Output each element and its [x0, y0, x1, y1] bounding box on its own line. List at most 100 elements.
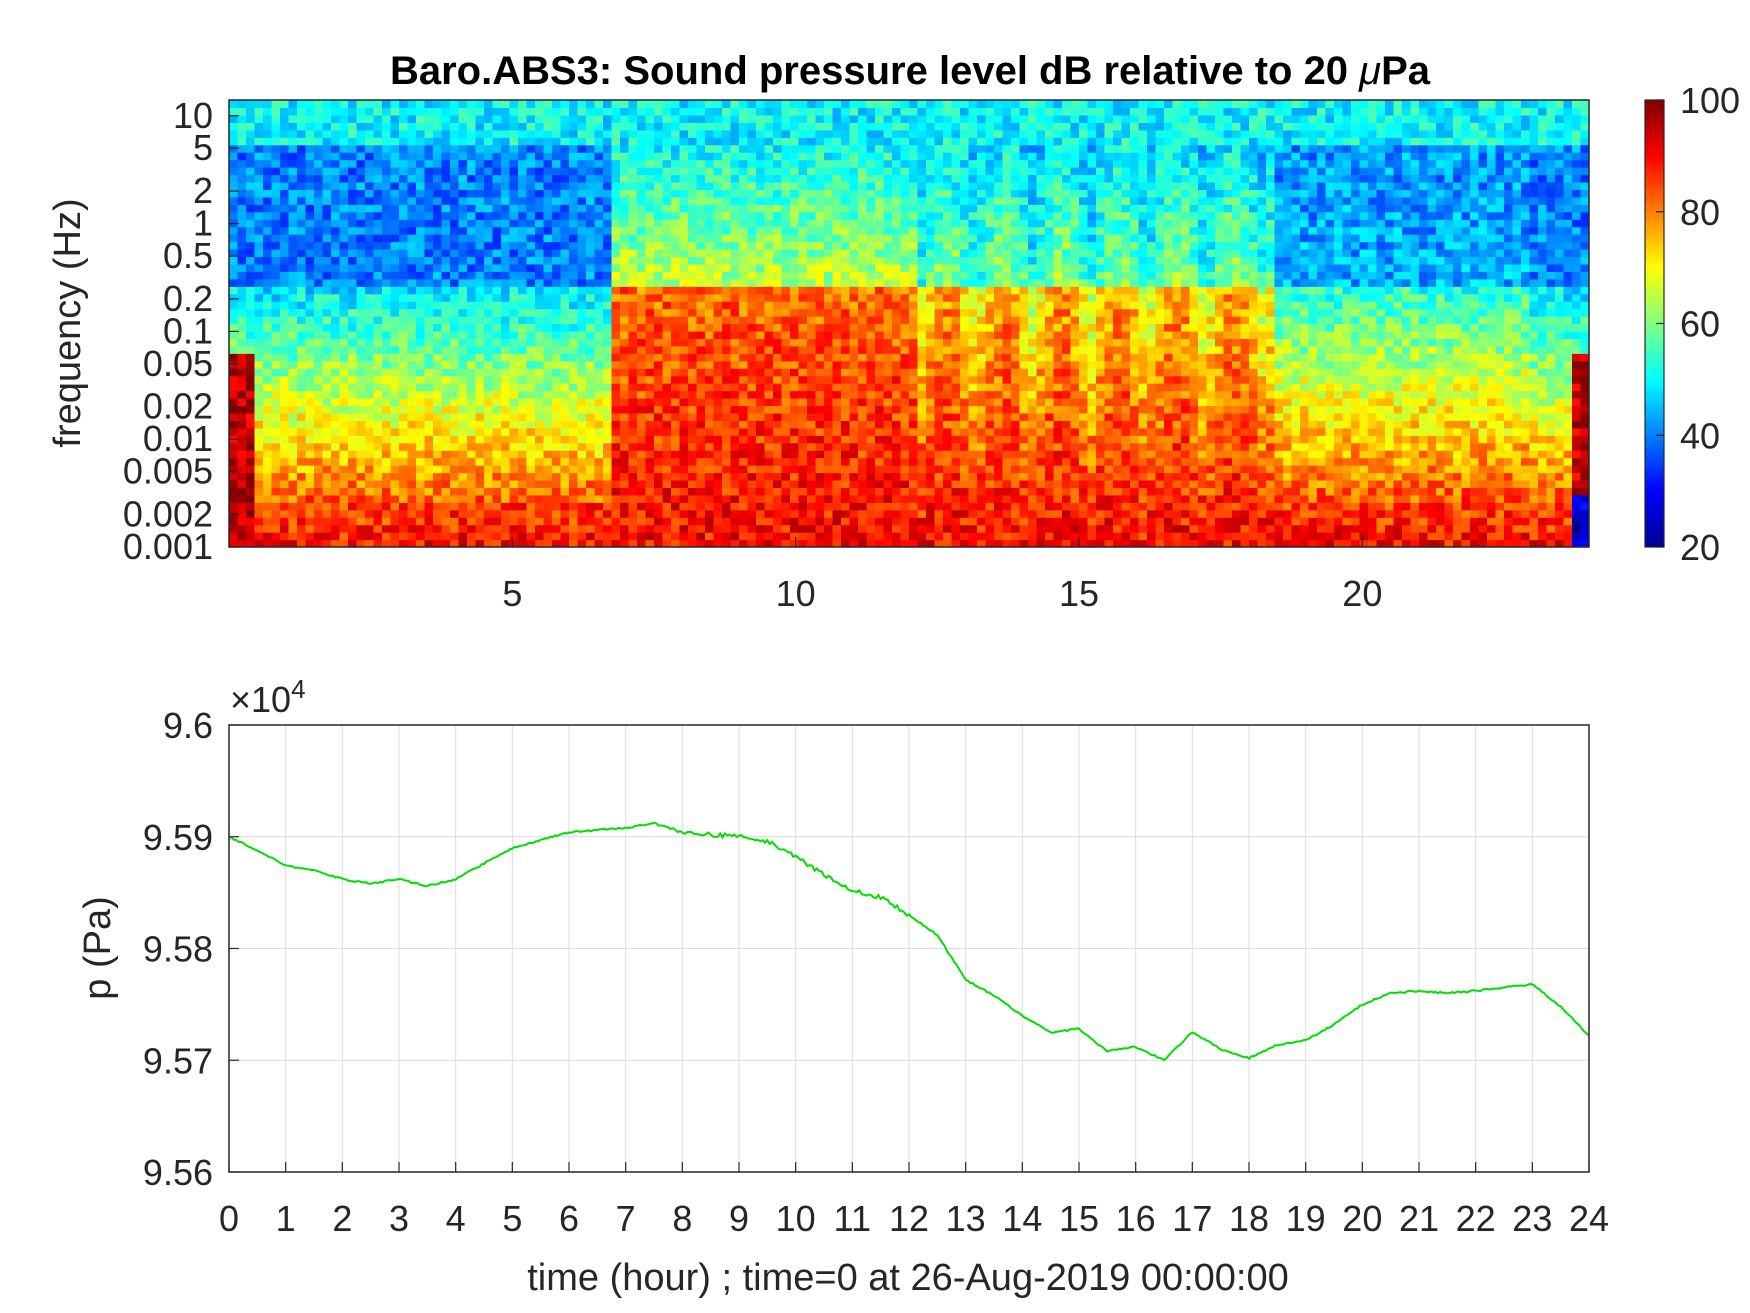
spectrogram-cell — [416, 219, 426, 228]
spectrogram-cell — [586, 137, 596, 146]
spectrogram-cell — [883, 323, 893, 332]
spectrogram-cell — [696, 137, 706, 146]
spectrogram-cell — [475, 323, 485, 332]
spectrogram-cell — [280, 465, 290, 474]
spectrogram-cell — [790, 353, 800, 362]
spectrogram-cell — [594, 345, 604, 354]
spectrogram-cell — [373, 256, 383, 265]
spectrogram-cell — [305, 330, 315, 339]
spectrogram-cell — [271, 442, 281, 451]
spectrogram-cell — [594, 278, 604, 287]
spectrogram-cell — [390, 159, 400, 168]
spectrogram-cell — [756, 181, 766, 190]
spectrogram-cell — [577, 159, 587, 168]
spectrogram-cell — [747, 435, 757, 444]
spectrogram-cell — [543, 137, 553, 146]
spectrogram-cell — [773, 129, 783, 138]
spectrogram-cell — [611, 420, 621, 429]
spectrogram-cell — [535, 412, 545, 421]
spectrogram-cell — [603, 494, 613, 503]
spectrogram-cell — [722, 353, 732, 362]
spectrogram-cell — [892, 241, 902, 250]
spectrogram-cell — [365, 383, 375, 392]
spectrogram-cell — [756, 420, 766, 429]
spectrogram-cell — [926, 502, 936, 511]
spectrogram-cell — [637, 293, 647, 302]
spectrogram-cell — [798, 316, 808, 325]
spectrogram-cell — [696, 129, 706, 138]
spectrogram-cell — [739, 368, 749, 377]
spectrogram-cell — [297, 293, 307, 302]
spectrogram-cell — [662, 263, 672, 272]
spectrogram-cell — [535, 308, 545, 317]
spectrogram-cell — [917, 345, 927, 354]
spectrogram-cell — [917, 472, 927, 481]
spectrogram-cell — [934, 450, 944, 459]
spectrogram-cell — [892, 204, 902, 213]
spectrogram-cell — [458, 114, 468, 123]
spectrogram-cell — [254, 271, 264, 280]
spectrogram-cell — [458, 316, 468, 325]
spectrogram-cell — [662, 435, 672, 444]
spectrogram-cell — [288, 442, 298, 451]
spectrogram-cell — [492, 479, 502, 488]
spectrogram-cell — [399, 181, 409, 190]
spectrogram-cell — [280, 137, 290, 146]
spectrogram-cell — [883, 427, 893, 436]
spectrogram-cell — [263, 435, 273, 444]
spectrogram-cell — [756, 517, 766, 526]
spectrogram-cell — [637, 308, 647, 317]
spectrogram-cell — [764, 517, 774, 526]
spectrogram-cell — [815, 420, 825, 429]
spectrogram-cell — [866, 450, 876, 459]
spectrogram-cell — [696, 494, 706, 503]
spectrogram-cell — [875, 196, 885, 205]
spectrogram-cell — [399, 494, 409, 503]
spectrogram-cell — [526, 271, 536, 280]
spectrogram-cell — [807, 159, 817, 168]
spectrogram-cell — [611, 293, 621, 302]
spectrogram-cell — [356, 465, 366, 474]
spectrogram-cell — [509, 494, 519, 503]
spectrogram-cell — [875, 412, 885, 421]
spectrogram-cell — [526, 241, 536, 250]
spectrogram-cell — [713, 472, 723, 481]
spectrogram-cell — [322, 345, 332, 354]
spectrogram-cell — [611, 152, 621, 161]
spectrogram-cell — [577, 316, 587, 325]
spectrogram-cell — [467, 122, 477, 131]
spectrogram-cell — [756, 301, 766, 310]
spectrogram-cell — [696, 278, 706, 287]
spectrogram-cell — [688, 532, 698, 541]
spectrogram-cell — [620, 450, 630, 459]
spectrogram-cell — [458, 427, 468, 436]
spectrogram-cell — [331, 100, 341, 109]
spectrogram-cell — [628, 278, 638, 287]
spectrogram-cell — [509, 107, 519, 116]
spectrogram-cell — [883, 532, 893, 541]
spectrogram-cell — [467, 293, 477, 302]
spectrogram-cell — [611, 100, 621, 109]
spectrogram-cell — [620, 383, 630, 392]
spectrogram-cell — [399, 159, 409, 168]
spectrogram-cell — [552, 420, 562, 429]
spectrogram-cell — [246, 532, 256, 541]
spectrogram-cell — [348, 263, 358, 272]
spectrogram-cell — [552, 390, 562, 399]
spectrogram-cell — [509, 181, 519, 190]
spectrogram-cell — [807, 509, 817, 518]
spectrogram-cell — [883, 196, 893, 205]
spectrogram-cell — [926, 219, 936, 228]
spectrogram-cell — [543, 479, 553, 488]
spectrogram-cell — [509, 472, 519, 481]
spectrogram-cell — [280, 301, 290, 310]
spectrogram-cell — [662, 405, 672, 414]
spectrogram-cell — [322, 479, 332, 488]
spectrogram-cell — [798, 196, 808, 205]
spectrogram-cell — [288, 398, 298, 407]
spectrogram-cell — [926, 114, 936, 123]
spectrogram-cell — [441, 152, 451, 161]
spectrogram-cell — [892, 383, 902, 392]
spectrogram-cell — [263, 509, 273, 518]
spectrogram-cell — [297, 368, 307, 377]
